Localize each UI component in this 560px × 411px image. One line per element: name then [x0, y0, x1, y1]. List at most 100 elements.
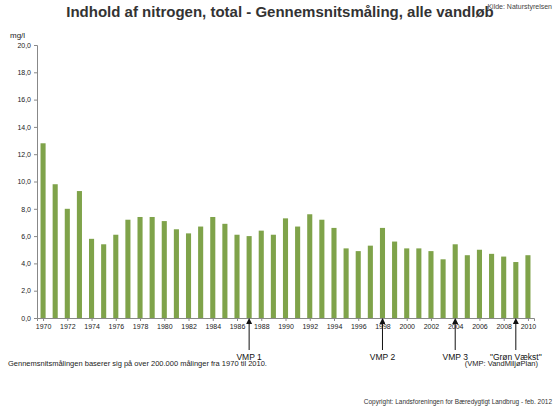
bar [101, 244, 106, 318]
y-tick: 10,0 [17, 178, 37, 185]
y-tick-label: 16,0 [17, 96, 31, 103]
x-tick: 1994 [327, 318, 343, 330]
x-tick-label: 1980 [157, 323, 173, 330]
y-axis-label: mg/l [10, 31, 25, 40]
x-tick-label: 2002 [424, 323, 440, 330]
bar [113, 235, 118, 318]
x-tick-label: 1970 [36, 323, 52, 330]
annotations: VMP 1VMP 2VMP 3"Grøn Vækst" [236, 321, 541, 362]
annotation-label: VMP 2 [370, 352, 396, 362]
x-tick-label: 1994 [327, 323, 343, 330]
x-tick-label: 1988 [254, 323, 270, 330]
bar [331, 228, 336, 318]
x-tick-label: 1992 [302, 323, 318, 330]
x-tick: 1984 [205, 318, 221, 330]
bar [222, 224, 227, 318]
bar [271, 235, 276, 318]
x-tick-mark [431, 318, 432, 321]
annotation-arrow [249, 321, 250, 350]
x-tick: 2002 [424, 318, 440, 330]
y-tick-mark [34, 72, 37, 73]
bar [295, 227, 300, 318]
y-tick-label: 12,0 [17, 151, 31, 158]
x-tick-mark [382, 318, 383, 321]
bar [259, 231, 264, 318]
bar [186, 233, 191, 318]
x-tick: 1996 [351, 318, 367, 330]
x-axis: 1970197219741976197819801982198419861988… [36, 318, 537, 330]
x-tick-mark [213, 318, 214, 321]
bar [89, 239, 94, 318]
y-tick-mark [34, 209, 37, 210]
x-tick-mark [67, 318, 68, 321]
bar [477, 250, 482, 318]
source: Kilde: Naturstyrelsen [487, 3, 552, 11]
x-tick: 2010 [521, 318, 537, 330]
bar [392, 242, 397, 318]
x-tick: 1982 [181, 318, 197, 330]
y-tick: 12,0 [17, 151, 37, 158]
y-tick-label: 4,0 [21, 260, 31, 267]
bar [198, 227, 203, 318]
x-tick-label: 2008 [496, 323, 512, 330]
annotation-arrow [515, 321, 516, 350]
bar [404, 248, 409, 318]
y-tick: 20,0 [17, 42, 37, 49]
bar [307, 214, 312, 318]
y-tick-label: 0,0 [21, 315, 31, 322]
x-tick-label: 1974 [84, 323, 100, 330]
x-tick-mark [237, 318, 238, 321]
x-tick-mark [116, 318, 117, 321]
x-tick: 2008 [496, 318, 512, 330]
bar [125, 220, 130, 318]
x-tick-mark [407, 318, 408, 321]
bar [380, 228, 385, 318]
x-tick-mark [528, 318, 529, 321]
x-tick-mark [504, 318, 505, 321]
y-axis: 0,02,04,06,08,010,012,014,016,018,020,0 [17, 42, 37, 322]
x-tick: 2004 [448, 318, 464, 330]
bars [41, 143, 531, 318]
x-tick: 1980 [157, 318, 173, 330]
x-tick-mark [261, 318, 262, 321]
bar [453, 244, 458, 318]
x-tick-mark [164, 318, 165, 321]
y-tick: 0,0 [21, 315, 37, 322]
y-tick-mark [34, 45, 37, 46]
y-tick-label: 6,0 [21, 233, 31, 240]
x-tick-label: 2006 [472, 323, 488, 330]
bar [489, 254, 494, 318]
x-tick-mark [189, 318, 190, 321]
x-tick-label: 1978 [133, 323, 149, 330]
x-tick: 1978 [133, 318, 149, 330]
annotation-arrow [455, 321, 456, 350]
y-tick-label: 8,0 [21, 206, 31, 213]
y-axis-line [34, 46, 38, 319]
x-tick: 1970 [36, 318, 52, 330]
x-tick: 1998 [375, 318, 391, 330]
bar [441, 259, 446, 318]
x-tick: 1974 [84, 318, 100, 330]
bar [319, 220, 324, 318]
y-tick: 16,0 [17, 96, 37, 103]
bar [368, 246, 373, 318]
x-tick-mark [286, 318, 287, 321]
x-tick-mark [358, 318, 359, 321]
x-tick-label: 1998 [375, 323, 391, 330]
y-tick-label: 20,0 [17, 42, 31, 49]
x-tick: 1992 [302, 318, 318, 330]
bar [41, 143, 46, 318]
y-tick-mark [34, 291, 37, 292]
bar [247, 236, 252, 318]
x-tick: 2000 [399, 318, 415, 330]
y-tick: 18,0 [17, 69, 37, 76]
bar [283, 218, 288, 318]
x-tick-mark [455, 318, 456, 321]
y-tick-label: 10,0 [17, 178, 31, 185]
footnote: Gennemsnitsmålingen baserer sig på over … [8, 359, 267, 368]
bar [501, 257, 506, 318]
y-tick-mark [34, 154, 37, 155]
x-tick: 2006 [472, 318, 488, 330]
bar [65, 209, 70, 318]
title: Indhold af nitrogen, total - Gennemsnits… [66, 3, 494, 20]
